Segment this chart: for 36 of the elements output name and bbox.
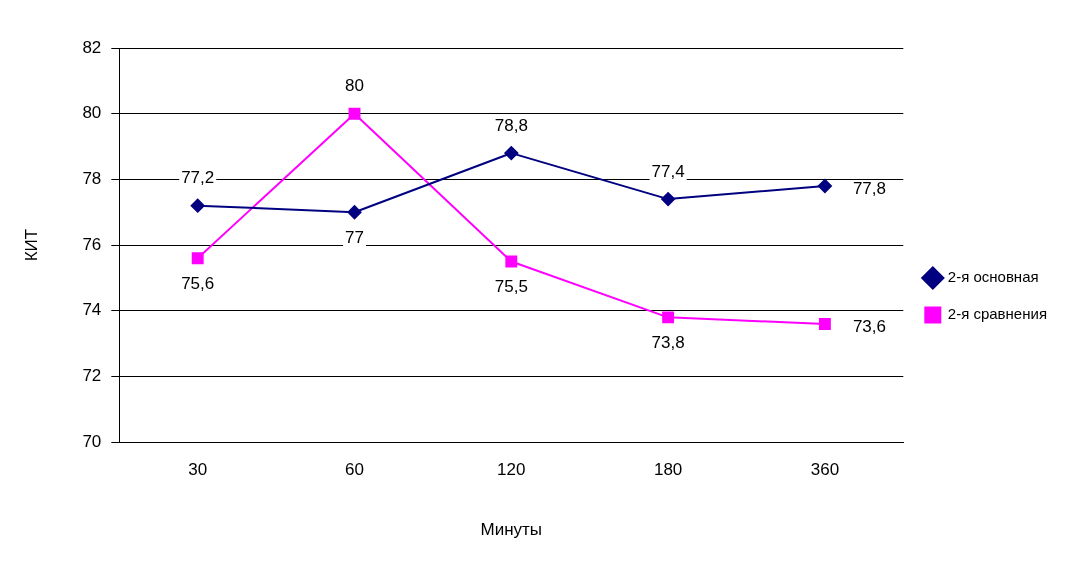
data-label: 77: [345, 227, 364, 247]
point: [505, 255, 518, 268]
data-label: 75,5: [494, 277, 528, 297]
point: [817, 178, 832, 193]
point: [190, 198, 205, 213]
point: [504, 146, 519, 161]
data-label: 73,8: [651, 333, 685, 353]
y-tick-label: 80: [82, 103, 102, 123]
data-label: 78,8: [494, 115, 528, 135]
x-tick-label: 180: [653, 460, 683, 480]
y-tick-label: 70: [82, 431, 102, 451]
point: [661, 192, 676, 207]
data-label: 77,4: [651, 161, 685, 181]
y-tick-label: 76: [82, 234, 102, 254]
data-label: 77,2: [181, 168, 215, 188]
y-tick-label: 72: [82, 366, 102, 386]
data-label: 73,6: [852, 316, 886, 336]
legend-label: 2-я основная: [947, 268, 1039, 286]
point: [347, 205, 362, 220]
y-tick-label: 82: [82, 37, 102, 57]
y-tick-label: 74: [82, 300, 102, 320]
legend-label: 2-я сравнения: [947, 305, 1048, 323]
data-label: 75,6: [181, 273, 215, 293]
point: [662, 311, 675, 324]
point: [818, 317, 831, 330]
point: [191, 252, 204, 265]
x-tick-label: 120: [497, 460, 526, 480]
data-label: 80: [345, 76, 364, 96]
x-tick-label: 30: [188, 460, 208, 480]
y-tick-label: 78: [82, 169, 102, 189]
x-tick-label: 360: [810, 460, 840, 480]
x-axis-title: Минуты: [480, 520, 543, 540]
x-tick-label: 60: [345, 460, 364, 480]
point: [348, 107, 361, 120]
y-axis-title: КИТ: [21, 228, 41, 262]
data-label: 77,8: [852, 178, 886, 198]
